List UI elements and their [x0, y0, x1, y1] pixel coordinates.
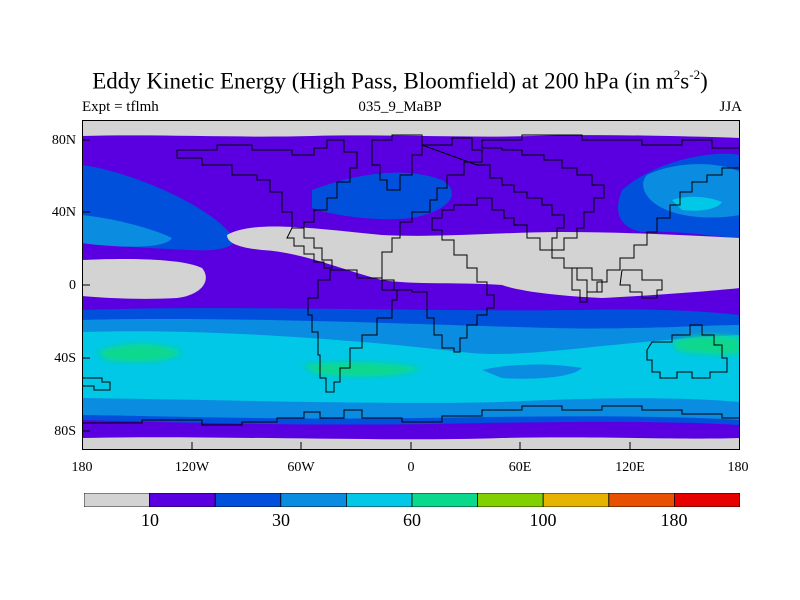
colorbar-swatch-0 [84, 493, 150, 507]
coast-australia [646, 324, 728, 379]
field-southern-ocean-green [672, 335, 740, 355]
lat-label-40n: 40N [51, 205, 76, 220]
field-tropical-gray-east [227, 226, 740, 298]
coast-europe-africa [381, 137, 565, 353]
field-southern-indian-midblue [482, 364, 582, 379]
lon-label-180e: 180 [727, 460, 749, 475]
lon-label-120e: 120E [615, 460, 645, 475]
lon-label-60w: 60W [287, 460, 315, 475]
continent-outlines [82, 134, 753, 426]
colorbar-label-180: 180 [660, 510, 688, 530]
coast-india [571, 267, 603, 303]
colorbar-label-10: 10 [141, 510, 159, 530]
colorbar-label-100: 100 [529, 510, 557, 530]
coast-small-island [82, 377, 111, 391]
field-arctic-gray [82, 120, 740, 138]
map-panel [82, 120, 753, 450]
lat-label-eq: 0 [69, 278, 76, 293]
coast-greenland [371, 134, 423, 191]
lat-label-40s: 40S [54, 351, 76, 366]
plot-title: Eddy Kinetic Energy (High Pass, Bloomfie… [92, 67, 708, 94]
eddy-kinetic-energy-map [82, 120, 753, 450]
colorbar-swatch-1 [149, 493, 216, 507]
experiment-id: 035_9_MaBP [358, 99, 442, 115]
coast-south-america [307, 269, 398, 393]
coast-southeast-asia [619, 269, 663, 299]
colorbar-swatch-8 [608, 493, 675, 507]
lon-label-60e: 60E [508, 460, 532, 475]
colorbar-swatch-7 [542, 493, 610, 507]
colorbar [84, 493, 740, 507]
season-label: JJA [719, 99, 742, 115]
colorbar-swatch-2 [214, 493, 282, 507]
field-south-pacific-green [97, 343, 182, 362]
experiment-label: Expt = tflmh [82, 99, 159, 115]
colorbar-label-30: 30 [272, 510, 290, 530]
field-asia-cyan [672, 196, 722, 211]
coast-central-america [286, 227, 333, 269]
lon-label-120w: 120W [174, 460, 210, 475]
colorbar-swatch-9 [674, 493, 740, 507]
lon-label-180w: 180 [71, 460, 93, 475]
lat-label-80n: 80N [51, 133, 76, 148]
colorbar-swatch-6 [477, 493, 544, 507]
field-tropical-gray-west [82, 258, 206, 299]
coast-north-america [176, 139, 358, 229]
lon-label-0: 0 [407, 460, 415, 475]
colorbar-label-60: 60 [403, 510, 421, 530]
colorbar-swatch-3 [280, 493, 347, 507]
field-atlantic-blue [312, 172, 452, 220]
field-south-atlantic-green [302, 362, 422, 377]
coast-antarctica [82, 405, 740, 426]
colorbar-swatch-5 [411, 493, 478, 507]
field-na-pacific-midblue [82, 215, 172, 247]
lat-label-80s: 80S [54, 424, 76, 439]
colorbar-swatch-4 [345, 493, 413, 507]
map-frame [82, 120, 740, 450]
